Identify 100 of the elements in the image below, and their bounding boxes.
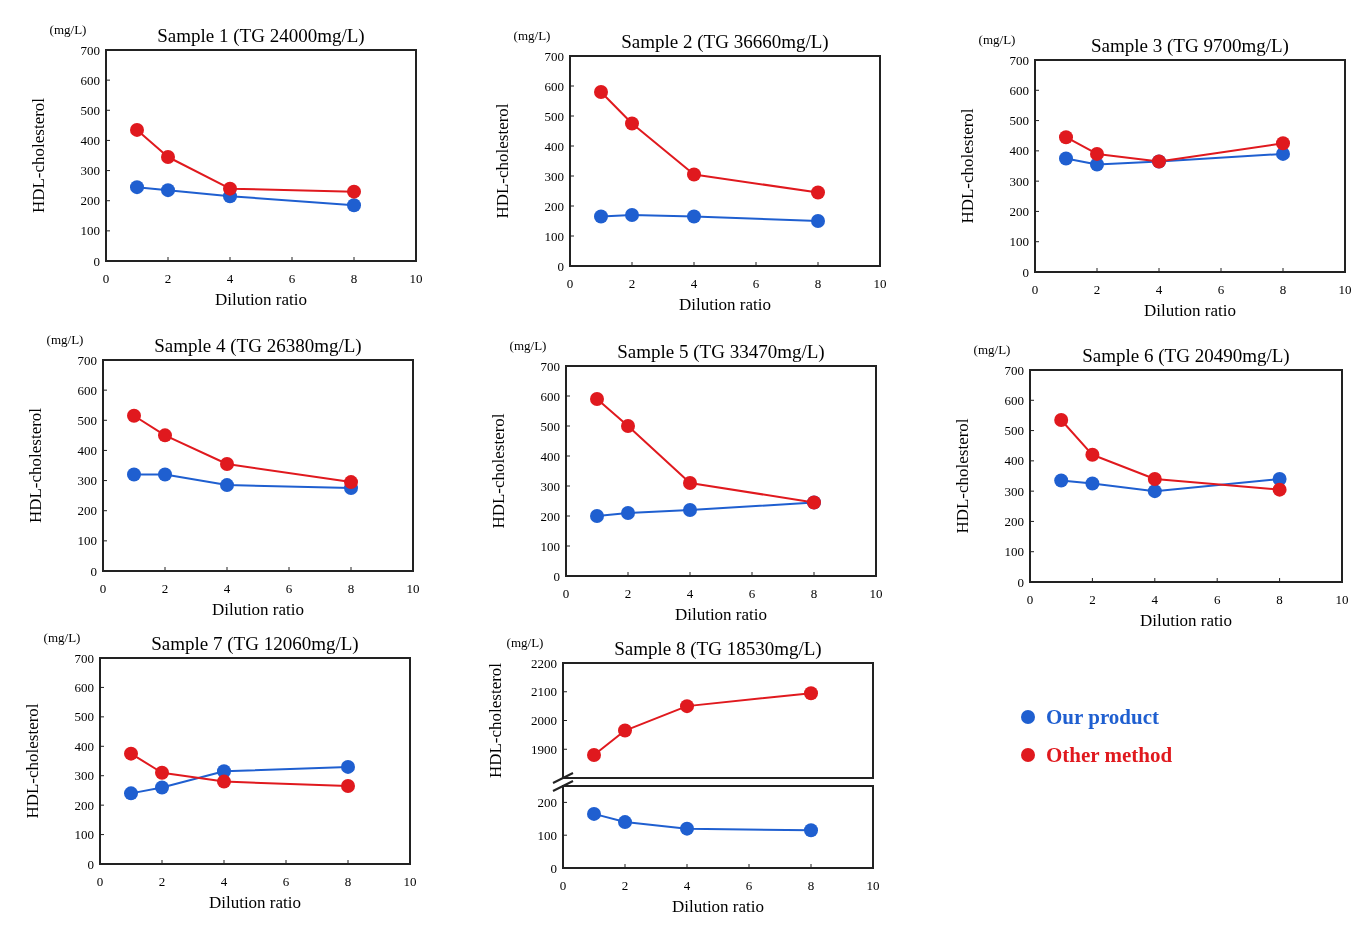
x-tick-label: 8: [1279, 282, 1287, 297]
y-tick-label: 200: [537, 794, 557, 810]
y-tick-label: 700: [540, 358, 560, 374]
point: [217, 774, 231, 789]
point: [587, 806, 601, 821]
point: [683, 503, 697, 517]
text: (mg/L): [973, 342, 1011, 357]
y-tick-label: 0: [557, 258, 564, 274]
y-tick-label: 500: [74, 709, 94, 725]
x-tick-label: 8: [807, 878, 815, 893]
chart-title: Sample 4 (TG 26380mg/L): [154, 335, 362, 357]
x-tick-label: 4: [686, 586, 694, 601]
y-tick-label: 300: [74, 768, 94, 784]
x-axis-title: Dilution ratio: [674, 605, 768, 624]
point: [625, 116, 639, 131]
y-tick-label: 500: [77, 412, 97, 428]
x-axis-title: Dilution ratio: [211, 600, 305, 619]
x-axis-title: Dilution ratio: [671, 897, 765, 916]
point: [127, 408, 141, 423]
y-tick-label: 100: [77, 533, 97, 549]
y-axis-title: HDL-cholesterol: [23, 703, 42, 819]
text: (mg/L): [49, 22, 87, 37]
point: [158, 467, 172, 482]
x-tick-label: 8: [347, 581, 355, 596]
point: [594, 85, 608, 99]
x-tick-label: 10: [409, 271, 423, 286]
point: [127, 467, 141, 482]
x-tick-label: 4: [220, 874, 228, 889]
y-tick-label: 400: [1004, 453, 1024, 469]
y-tick-label: 300: [1009, 173, 1029, 189]
y-tick-label: 0: [553, 568, 560, 584]
y-tick-label: 100: [1004, 544, 1024, 560]
y-tick-label: 500: [1004, 423, 1024, 439]
y-tick-label: 0: [87, 856, 94, 872]
y-tick-label: 400: [544, 138, 564, 154]
y-tick-label: 700: [1009, 52, 1029, 68]
y-axis-title: HDL-cholesterol: [958, 108, 977, 224]
x-tick-label: 10: [403, 874, 417, 889]
x-tick-label: 4: [683, 878, 691, 893]
legend-label: Our product: [1046, 705, 1159, 730]
x-tick-label: 6: [282, 874, 290, 889]
y-tick-label: 400: [77, 442, 97, 458]
y-tick-label: 200: [1004, 513, 1024, 529]
x-tick-label: 8: [1276, 592, 1283, 607]
y-tick-label: 600: [1004, 392, 1024, 408]
point: [1059, 130, 1073, 145]
x-tick-label: 4: [690, 276, 698, 291]
y-tick-label: 0: [90, 563, 97, 579]
y-tick-label: 600: [74, 679, 94, 695]
point: [687, 209, 701, 224]
point: [158, 428, 172, 443]
x-tick-label: 0: [1031, 282, 1039, 297]
y-tick-label: 700: [74, 650, 94, 666]
point: [590, 509, 604, 523]
chart-title: Sample 1 (TG 24000mg/L): [157, 25, 365, 47]
text: (mg/L): [978, 32, 1016, 47]
y-tick-label: 200: [1009, 203, 1029, 219]
point: [811, 214, 825, 228]
x-tick-label: 2: [621, 878, 629, 893]
chart-title: Sample 3 (TG 9700mg/L): [1091, 35, 1289, 57]
point: [1059, 151, 1073, 166]
y-tick-label: 200: [77, 503, 97, 519]
x-tick-label: 10: [406, 581, 420, 596]
y-tick-label: 300: [1004, 483, 1024, 499]
y-tick-label: 400: [1009, 143, 1029, 159]
point: [618, 723, 632, 738]
y-tick-label: 500: [540, 418, 560, 434]
point: [625, 208, 639, 222]
point: [220, 456, 234, 471]
x-tick-label: 10: [1335, 592, 1349, 607]
y-tick-label: 200: [540, 508, 560, 524]
point: [687, 167, 701, 182]
y-axis-title: HDL-cholesterol: [953, 418, 972, 534]
y-tick-label: 100: [1009, 234, 1029, 250]
point: [124, 746, 138, 761]
point: [1147, 484, 1162, 499]
y-axis-title: HDL-cholesterol: [26, 407, 45, 524]
point: [680, 821, 694, 836]
chart-title: Sample 5 (TG 33470mg/L): [617, 341, 825, 363]
y-tick-label: 200: [544, 198, 564, 214]
y-tick-label: 500: [1009, 113, 1029, 129]
x-tick-label: 8: [350, 271, 358, 286]
point: [130, 180, 144, 195]
point: [220, 478, 234, 493]
y-tick-label: 500: [80, 102, 100, 118]
point: [161, 150, 175, 165]
point: [804, 823, 818, 838]
point: [1054, 412, 1069, 427]
y-tick-label: 400: [80, 132, 100, 148]
text: (mg/L): [43, 630, 81, 645]
y-tick-label: 700: [80, 42, 100, 58]
y-tick-label: 200: [80, 193, 100, 209]
point: [1085, 447, 1100, 462]
y-tick-label: 100: [74, 827, 94, 843]
text: (mg/L): [513, 28, 551, 43]
chart-title: Sample 6 (TG 20490mg/L): [1082, 345, 1290, 367]
point: [680, 699, 694, 714]
y-tick-label: 600: [544, 78, 564, 94]
point: [804, 686, 818, 701]
x-tick-label: 10: [866, 878, 880, 893]
